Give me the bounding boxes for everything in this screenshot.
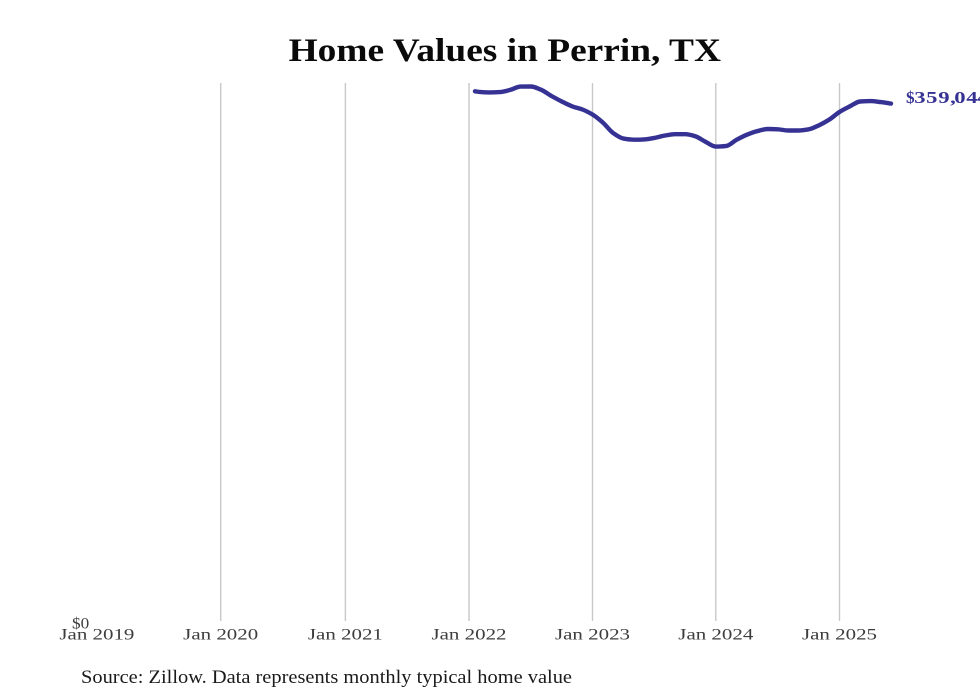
svg-text:Home Values in Perrin, TX: Home Values in Perrin, TX xyxy=(289,33,722,69)
svg-text:359,044: 359,044 xyxy=(914,88,980,107)
svg-text:Jan 2024: Jan 2024 xyxy=(678,626,753,644)
svg-text:Jan 2019: Jan 2019 xyxy=(59,626,134,644)
svg-text:$0: $0 xyxy=(72,616,89,633)
svg-text:Jan 2025: Jan 2025 xyxy=(802,626,877,644)
svg-text:Jan 2020: Jan 2020 xyxy=(183,626,258,644)
svg-text:Jan 2023: Jan 2023 xyxy=(555,626,630,644)
svg-text:$: $ xyxy=(906,88,915,107)
svg-text:Source: Zillow. Data represent: Source: Zillow. Data represents monthly … xyxy=(81,667,572,688)
svg-text:Jan 2022: Jan 2022 xyxy=(432,626,507,644)
svg-text:Jan 2021: Jan 2021 xyxy=(308,626,383,644)
